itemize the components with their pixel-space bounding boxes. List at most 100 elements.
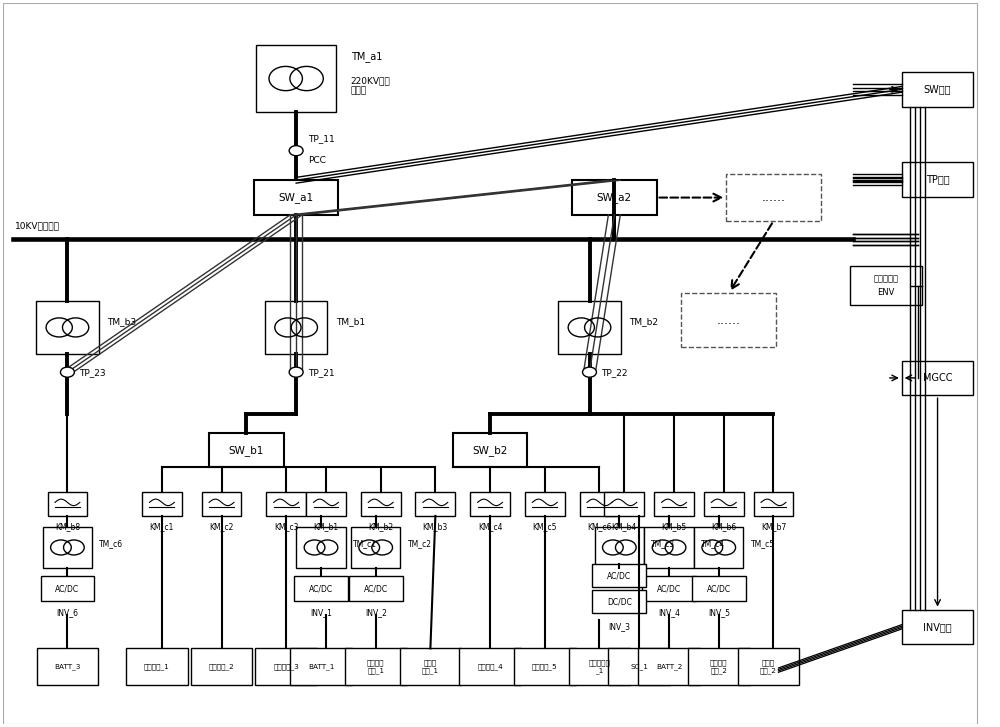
Text: KM_b3: KM_b3 — [423, 522, 448, 531]
Bar — [902, 361, 973, 395]
Text: 太阳能电
池板_2: 太阳能电 池板_2 — [710, 659, 728, 674]
Text: KM_c2: KM_c2 — [209, 522, 234, 531]
Text: 太阳能电
池板_1: 太阳能电 池板_1 — [367, 659, 384, 674]
Text: TP管理: TP管理 — [926, 174, 949, 185]
Text: TM_b1: TM_b1 — [336, 317, 365, 326]
Bar — [688, 648, 750, 685]
Text: KM_c5: KM_c5 — [533, 522, 557, 531]
Text: DC/DC: DC/DC — [607, 597, 632, 606]
Text: TP_11: TP_11 — [308, 134, 335, 143]
Bar — [256, 45, 336, 112]
Circle shape — [583, 367, 596, 377]
Bar — [296, 527, 346, 568]
Bar — [41, 577, 94, 601]
Text: INV_4: INV_4 — [658, 608, 680, 617]
Bar — [470, 492, 510, 516]
Text: ......: ...... — [761, 191, 785, 204]
Circle shape — [60, 367, 74, 377]
Bar — [692, 577, 746, 601]
Bar — [638, 648, 700, 685]
Bar — [209, 433, 284, 467]
Bar — [255, 648, 317, 685]
Text: ENV: ENV — [877, 289, 895, 297]
Bar — [306, 492, 346, 516]
Bar — [254, 180, 338, 215]
Bar — [36, 301, 99, 353]
Text: KM_b6: KM_b6 — [711, 522, 736, 531]
Bar — [525, 492, 565, 516]
Text: AC/DC: AC/DC — [55, 584, 79, 593]
Bar — [290, 648, 352, 685]
Bar — [351, 527, 400, 568]
Text: KM_c1: KM_c1 — [150, 522, 174, 531]
Bar — [558, 301, 621, 353]
Text: SC_1: SC_1 — [630, 663, 648, 670]
Bar — [654, 492, 694, 516]
Text: SW_b1: SW_b1 — [229, 445, 264, 456]
Bar — [266, 492, 306, 516]
Text: TP_21: TP_21 — [308, 368, 335, 377]
Text: 220KV黎贝
变电站: 220KV黎贝 变电站 — [351, 76, 391, 95]
Bar — [608, 648, 670, 685]
Bar — [294, 577, 348, 601]
Text: MGCC: MGCC — [923, 373, 952, 383]
Text: KM_b5: KM_b5 — [661, 522, 687, 531]
Text: INV管理: INV管理 — [923, 622, 952, 632]
Text: INV_1: INV_1 — [310, 608, 332, 617]
Bar — [37, 648, 98, 685]
Text: AC/DC: AC/DC — [707, 584, 731, 593]
Bar — [126, 648, 188, 685]
Text: AC/DC: AC/DC — [309, 584, 333, 593]
Text: 不可控
负载_1: 不可控 负载_1 — [422, 659, 439, 674]
Text: KM_b2: KM_b2 — [368, 522, 393, 531]
Bar — [265, 301, 327, 353]
Text: PCC: PCC — [308, 156, 326, 166]
Bar — [850, 266, 922, 305]
Text: 环境辐射仪: 环境辐射仪 — [873, 274, 898, 283]
Text: BATT_3: BATT_3 — [54, 663, 81, 670]
Text: 可控负载_4: 可控负载_4 — [477, 663, 503, 670]
Text: INV_5: INV_5 — [708, 608, 730, 617]
Bar — [726, 174, 821, 221]
Text: TM_c2: TM_c2 — [408, 539, 432, 548]
Text: INV_3: INV_3 — [608, 622, 630, 631]
Text: ......: ...... — [717, 314, 741, 326]
Text: KM_c3: KM_c3 — [274, 522, 298, 531]
Text: TM_a1: TM_a1 — [351, 52, 382, 63]
Circle shape — [289, 145, 303, 156]
Text: TP_23: TP_23 — [79, 368, 106, 377]
Text: BATT_1: BATT_1 — [308, 663, 334, 670]
Text: KM_b4: KM_b4 — [612, 522, 637, 531]
Text: BATT_2: BATT_2 — [656, 663, 682, 670]
Text: INV_6: INV_6 — [56, 608, 78, 617]
Bar — [48, 492, 87, 516]
Bar — [43, 527, 92, 568]
Bar — [704, 492, 744, 516]
Text: KM_b7: KM_b7 — [761, 522, 786, 531]
Bar — [694, 527, 743, 568]
Bar — [592, 564, 646, 587]
Text: INV_2: INV_2 — [365, 608, 387, 617]
Text: TM_c4: TM_c4 — [701, 539, 725, 548]
Text: TM_b3: TM_b3 — [107, 317, 136, 326]
Bar — [349, 577, 403, 601]
Text: KM_c6: KM_c6 — [587, 522, 612, 531]
Text: TM_c1: TM_c1 — [353, 539, 377, 548]
Text: 不可控
负载_2: 不可控 负载_2 — [760, 659, 777, 674]
Bar — [902, 162, 973, 197]
Text: 10KV交流母线: 10KV交流母线 — [15, 222, 60, 230]
Circle shape — [289, 367, 303, 377]
Bar — [592, 590, 646, 613]
Text: 冲击性负载
_1: 冲击性负载 _1 — [589, 659, 610, 674]
Bar — [902, 72, 973, 107]
Bar — [580, 492, 619, 516]
Text: TM_c5: TM_c5 — [751, 539, 775, 548]
Text: KM_b8: KM_b8 — [55, 522, 80, 531]
Bar — [142, 492, 182, 516]
Bar — [644, 527, 694, 568]
Bar — [642, 577, 696, 601]
Text: 可控负载_1: 可控负载_1 — [144, 663, 170, 670]
Text: AC/DC: AC/DC — [607, 571, 631, 580]
Text: TM_b2: TM_b2 — [629, 317, 658, 326]
Bar — [415, 492, 455, 516]
